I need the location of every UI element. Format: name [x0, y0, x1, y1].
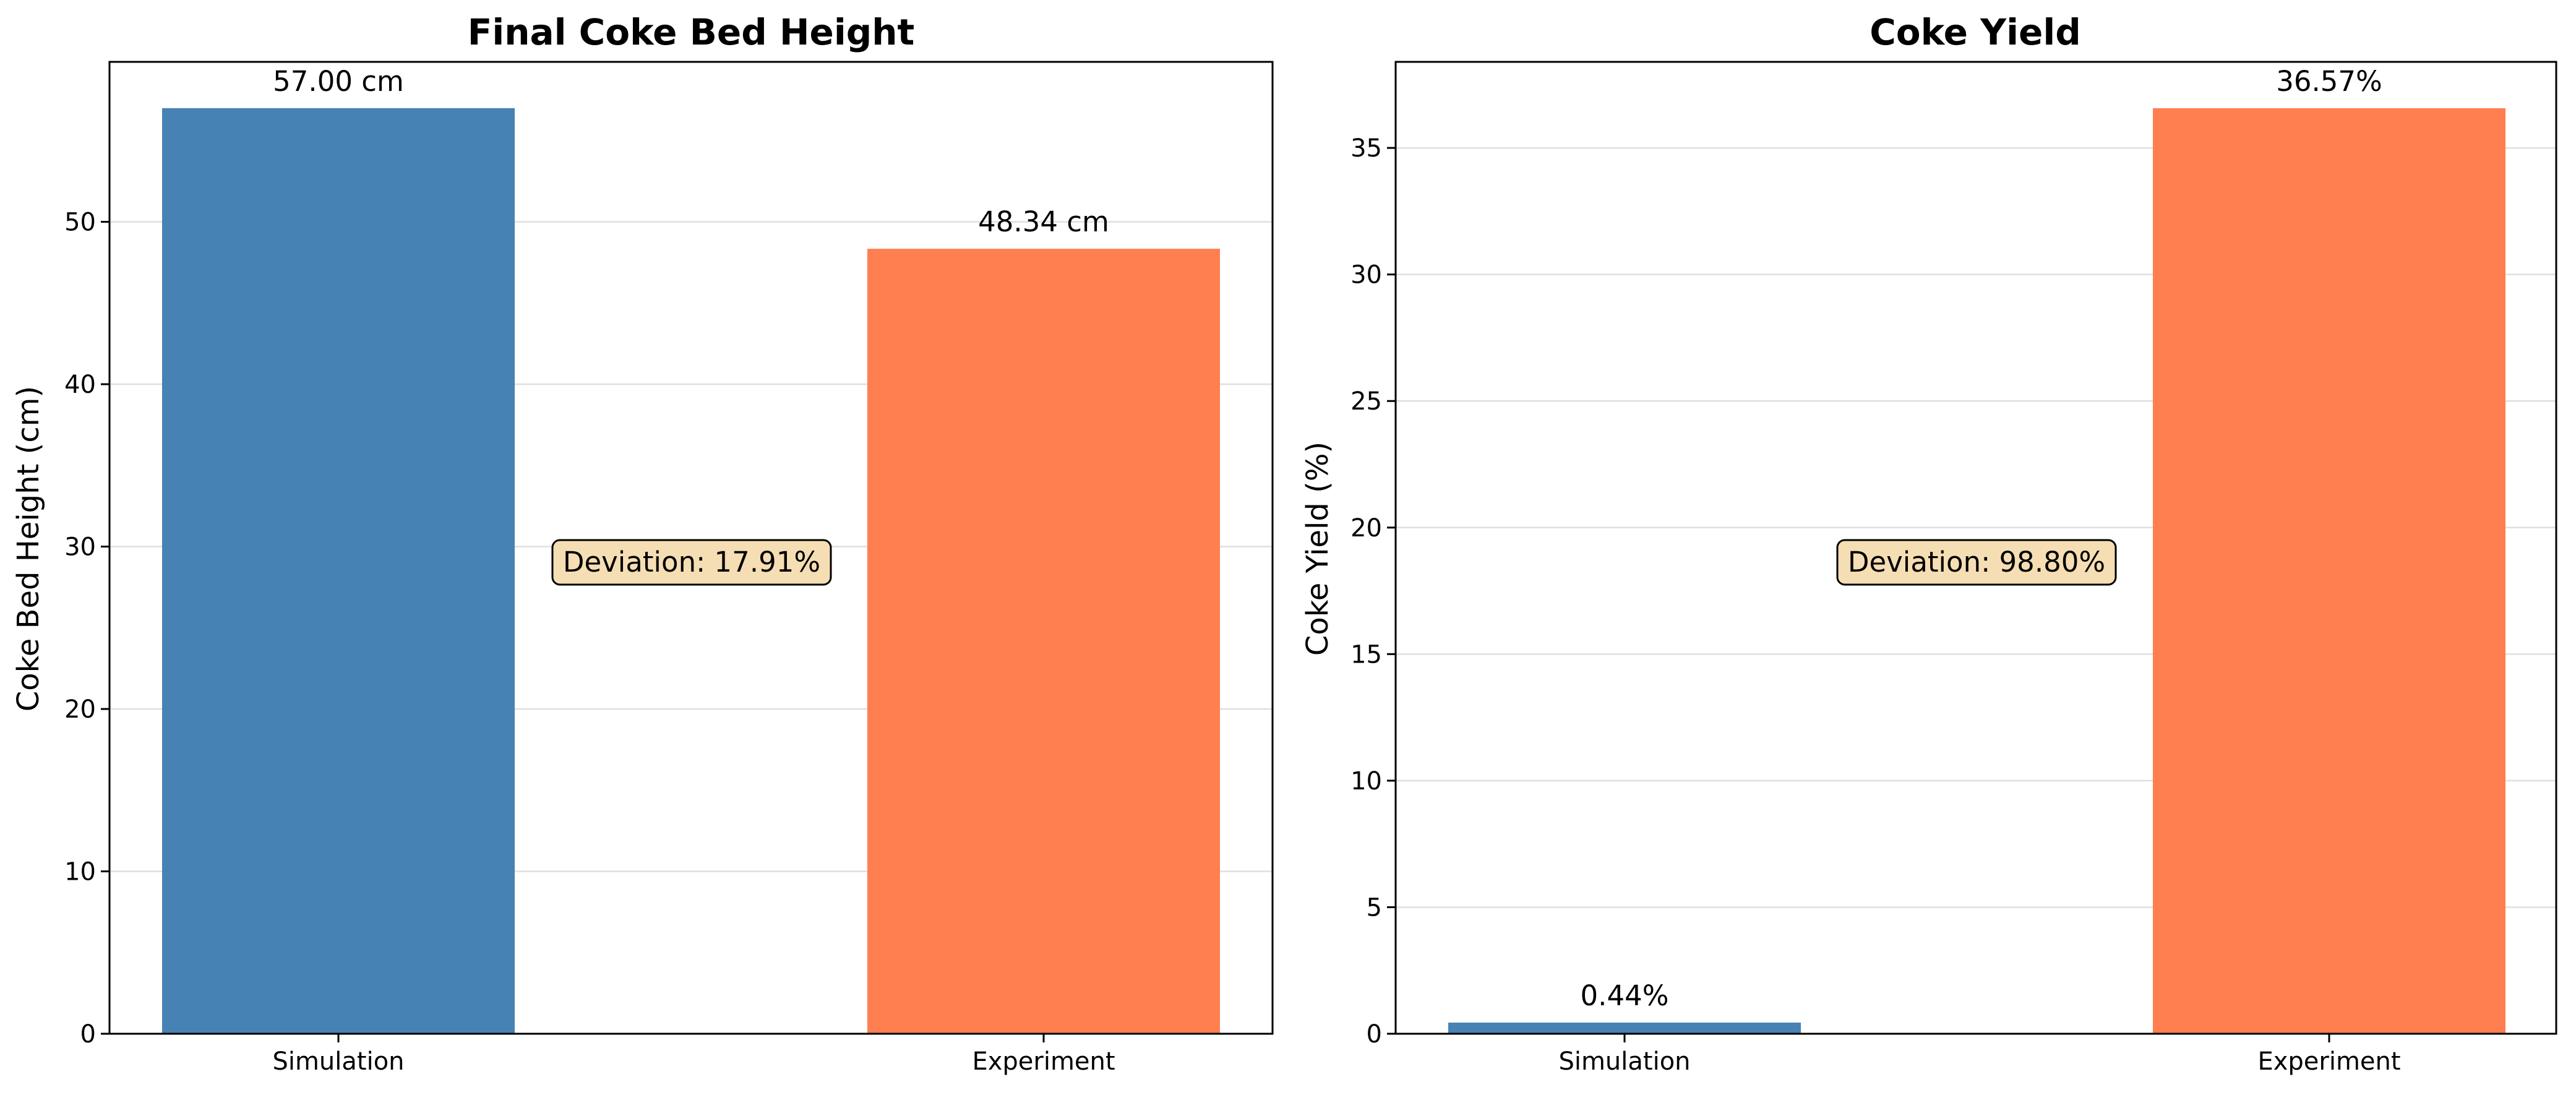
- y-ticks: 0 5 10 15 20 25 30 35: [1350, 134, 1396, 1049]
- bar-experiment: [2153, 108, 2505, 1034]
- y-axis-label: Coke Bed Height (cm): [11, 386, 46, 711]
- chart-panel-bed-height: Final Coke Bed Height Coke Bed Height (c…: [11, 11, 1274, 1076]
- y-tick-label: 15: [1350, 640, 1382, 669]
- y-tick-label: 5: [1367, 893, 1382, 922]
- data-label: 48.34 cm: [978, 205, 1109, 238]
- y-tick-label: 50: [64, 208, 96, 237]
- bars: [1448, 108, 2505, 1034]
- x-tick-label: Experiment: [2257, 1047, 2400, 1076]
- y-tick-label: 25: [1350, 387, 1382, 416]
- annotation-box: [551, 539, 832, 586]
- y-tick-label: 20: [64, 695, 96, 724]
- chart-title: Coke Yield: [1870, 11, 2081, 53]
- data-labels: 0.44% 36.57%: [1581, 65, 2382, 1012]
- bar-experiment: [867, 249, 1220, 1034]
- x-tick-label: Experiment: [972, 1047, 1115, 1076]
- x-tick-label: Simulation: [272, 1047, 404, 1076]
- y-axis-label: Coke Yield (%): [1300, 442, 1335, 656]
- y-tick-label: 20: [1350, 514, 1382, 543]
- x-ticks: Simulation Experiment: [272, 1034, 1115, 1076]
- bars: [162, 108, 1220, 1034]
- axes-frame: [108, 61, 1274, 1035]
- x-ticks: Simulation Experiment: [1558, 1034, 2401, 1076]
- bar-simulation: [1448, 1022, 1801, 1034]
- y-tick-label: 0: [1367, 1020, 1382, 1049]
- y-tick-label: 40: [64, 371, 96, 399]
- data-label: 36.57%: [2276, 65, 2382, 98]
- y-tick-label: 30: [64, 533, 96, 562]
- axes-frame: [1394, 61, 2557, 1035]
- annotation-box: [1836, 539, 2117, 586]
- bar-simulation: [162, 108, 515, 1034]
- data-label: 0.44%: [1581, 979, 1669, 1012]
- y-tick-label: 0: [80, 1020, 96, 1049]
- y-ticks: 0 10 20 30 40 50: [64, 208, 109, 1049]
- annotation-text: Deviation: 17.91%: [563, 546, 820, 578]
- deviation-annotation: Deviation: 98.80%: [1836, 539, 2117, 586]
- y-tick-label: 35: [1350, 134, 1382, 163]
- x-tick-label: Simulation: [1558, 1047, 1690, 1076]
- y-tick-label: 10: [1350, 767, 1382, 796]
- chart-title: Final Coke Bed Height: [468, 11, 915, 53]
- y-tick-label: 10: [64, 858, 96, 887]
- annotation-text: Deviation: 98.80%: [1848, 546, 2105, 578]
- data-labels: 57.00 cm 48.34 cm: [273, 65, 1109, 238]
- deviation-annotation: Deviation: 17.91%: [551, 539, 832, 586]
- data-label: 57.00 cm: [273, 65, 404, 98]
- chart-panel-coke-yield: Coke Yield Coke Yield (%) 0 5 10 15 20 25 30 35…: [1300, 11, 2557, 1076]
- y-tick-label: 30: [1350, 261, 1382, 290]
